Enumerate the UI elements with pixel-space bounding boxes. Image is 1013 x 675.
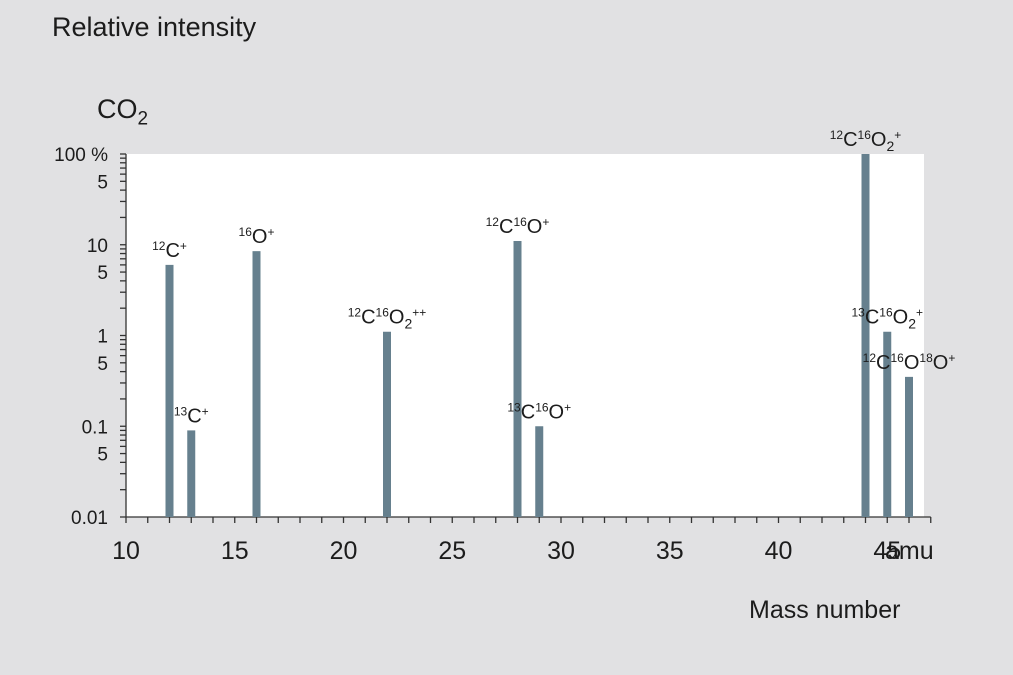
compound-base: CO <box>97 94 138 124</box>
y-tick-label: 5 <box>97 445 108 466</box>
y-tick-label: 1 <box>97 327 108 348</box>
x-unit-label: amu <box>885 537 934 565</box>
x-tick-label: 40 <box>765 537 793 565</box>
y-axis-title: Relative intensity <box>52 12 257 42</box>
y-tick-label: 5 <box>97 354 108 375</box>
bar-label: 12C16O18O+ <box>863 351 956 374</box>
y-tick-label: 0.1 <box>82 417 108 438</box>
x-tick-label: 30 <box>547 537 575 565</box>
compound-subscript: 2 <box>137 108 149 130</box>
x-tick-label: 35 <box>656 537 684 565</box>
y-tick-label: 5 <box>97 172 108 193</box>
x-tick-label: 45 <box>873 537 901 565</box>
bar <box>535 426 544 517</box>
x-tick-label: 20 <box>330 537 358 565</box>
x-tick-label: 15 <box>221 537 249 565</box>
bar <box>861 154 870 517</box>
bar-label: 13C+ <box>174 404 209 427</box>
bar-label: 13C16O2+ <box>851 306 923 332</box>
bar <box>252 251 261 518</box>
y-tick-label: 0.01 <box>71 508 108 529</box>
bar-label: 12C+ <box>152 239 187 262</box>
x-axis-title: Mass number <box>749 596 901 624</box>
bar-label: 16O+ <box>239 225 275 248</box>
x-tick-label: 10 <box>112 537 140 565</box>
y-tick-label: 10 <box>87 236 108 257</box>
bar-label: 13C16O+ <box>507 400 571 423</box>
bar-label: 12C16O2+ <box>830 128 902 154</box>
bar <box>513 240 522 518</box>
bar <box>165 264 174 517</box>
compound-label: CO2 <box>97 94 148 130</box>
x-tick-label: 25 <box>438 537 466 565</box>
bar-label: 12C16O2++ <box>348 306 427 332</box>
bar-label: 12C16O+ <box>486 215 550 238</box>
bar <box>187 430 196 517</box>
bar <box>905 376 913 517</box>
bar <box>383 331 391 517</box>
bar <box>883 331 892 517</box>
y-tick-label: 100 % <box>54 145 108 166</box>
y-tick-label: 5 <box>97 263 108 284</box>
